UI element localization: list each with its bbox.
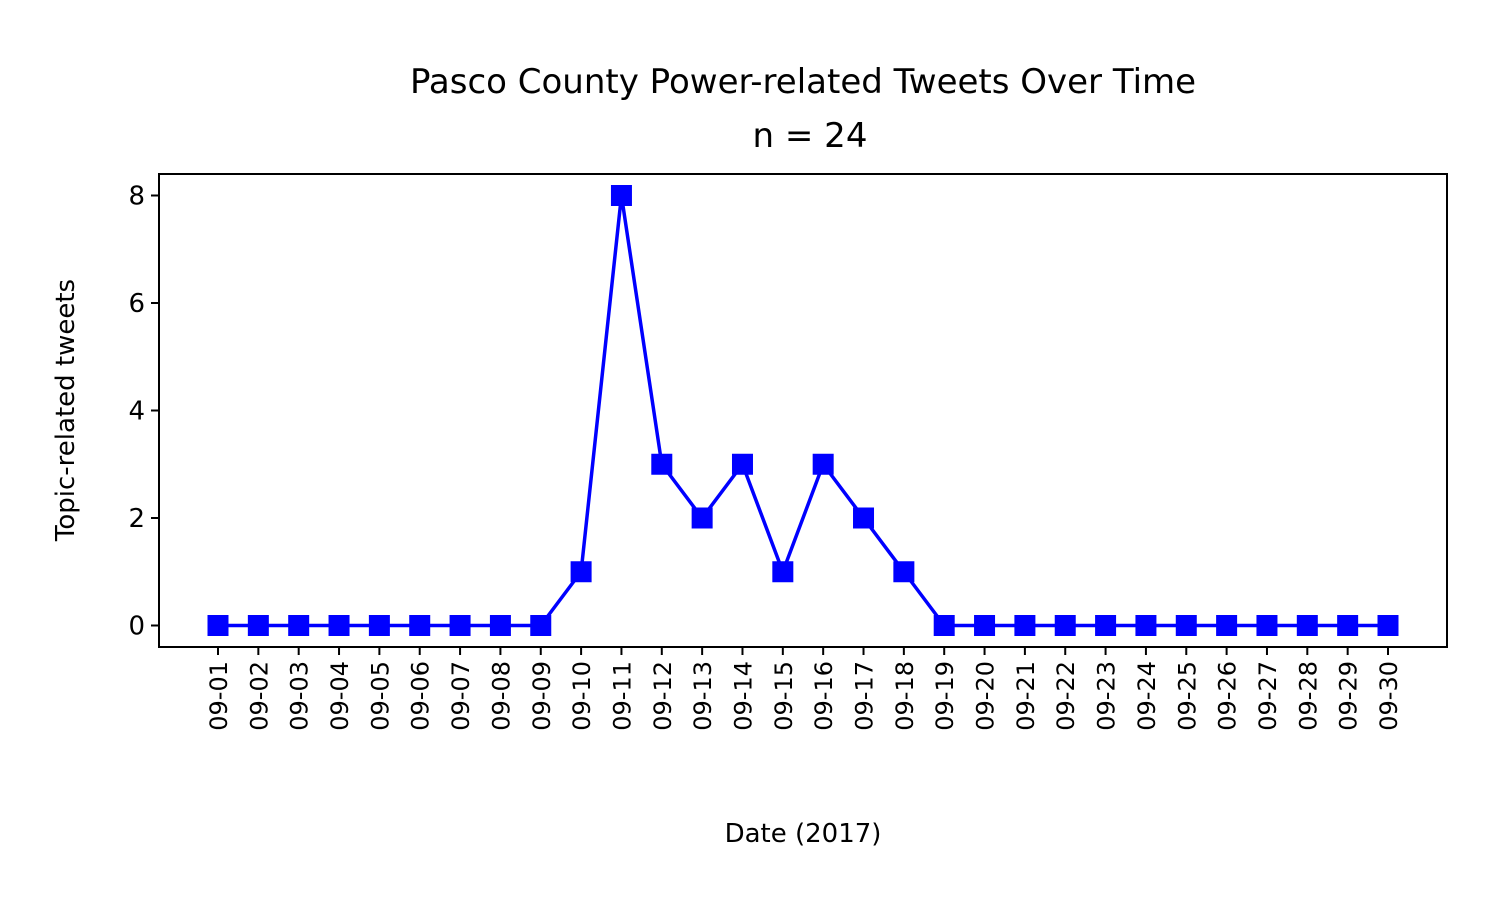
- x-tick-label-3: 09-04: [326, 661, 354, 731]
- data-point-09-08: [489, 615, 511, 636]
- series-line: [218, 193, 1388, 628]
- y-tick-label-3: 6: [128, 289, 145, 319]
- data-point-09-18: [893, 561, 915, 583]
- x-tick-label-25: 09-26: [1214, 661, 1242, 731]
- x-tick-label-29: 09-30: [1375, 661, 1403, 731]
- x-tick-label-0: 09-01: [205, 661, 233, 731]
- x-tick-label-15: 09-16: [810, 661, 838, 731]
- x-tick-label-18: 09-19: [931, 661, 959, 731]
- data-point-09-03: [288, 615, 310, 636]
- x-tick-label-7: 09-08: [487, 661, 515, 731]
- data-point-09-22: [1054, 615, 1076, 636]
- x-tick-label-16: 09-17: [851, 661, 879, 731]
- data-point-09-25: [1175, 615, 1197, 636]
- y-axis-label: Topic-related tweets: [51, 279, 81, 542]
- data-point-09-10: [570, 561, 592, 583]
- data-point-09-12: [651, 453, 673, 475]
- data-point-09-05: [368, 615, 390, 636]
- x-tick-label-1: 09-02: [245, 661, 273, 731]
- x-tick-label-2: 09-03: [286, 661, 314, 731]
- plot-frame: [158, 173, 1448, 648]
- x-tick-label-8: 09-09: [528, 661, 556, 731]
- data-point-09-13: [691, 507, 713, 529]
- x-axis-label: Date (2017): [725, 819, 882, 849]
- x-tick-label-23: 09-24: [1133, 661, 1161, 731]
- y-tick-label-1: 2: [128, 504, 145, 534]
- x-tick-label-19: 09-20: [972, 661, 1000, 731]
- data-point-09-17: [853, 507, 875, 529]
- x-tick-label-24: 09-25: [1173, 661, 1201, 731]
- data-point-09-21: [1014, 615, 1036, 636]
- x-tick-label-10: 09-11: [608, 661, 636, 731]
- data-point-09-30: [1377, 615, 1399, 636]
- data-point-09-09: [530, 615, 552, 636]
- data-point-09-28: [1296, 615, 1318, 636]
- x-tick-label-26: 09-27: [1254, 661, 1282, 731]
- x-tick-label-14: 09-15: [770, 661, 798, 731]
- x-tick-label-4: 09-05: [366, 661, 394, 731]
- data-point-09-29: [1337, 615, 1359, 636]
- data-point-09-24: [1135, 615, 1157, 636]
- x-tick-label-13: 09-14: [729, 661, 757, 731]
- x-tick-label-11: 09-12: [649, 661, 677, 731]
- data-point-09-19: [933, 615, 955, 636]
- x-tick-label-9: 09-10: [568, 661, 596, 731]
- plot-area: 0 2 4 6 8 09-01 09-02 09-03 09-04 09-05 09-06 09-07…: [128, 173, 1448, 731]
- x-tick-label-28: 09-29: [1335, 661, 1363, 731]
- x-tick-label-17: 09-18: [891, 661, 919, 731]
- x-tick-label-12: 09-13: [689, 661, 717, 731]
- data-point-09-04: [328, 615, 350, 636]
- y-tick-label-4: 8: [128, 182, 145, 212]
- y-tick-label-2: 4: [128, 397, 145, 427]
- x-tick-label-27: 09-28: [1294, 661, 1322, 731]
- data-point-09-16: [812, 453, 834, 475]
- x-tick-label-21: 09-22: [1052, 661, 1080, 731]
- x-tick-label-5: 09-06: [407, 661, 435, 731]
- data-point-09-23: [1095, 615, 1117, 636]
- chart-title: Pasco County Power-related Tweets Over T…: [410, 62, 1196, 102]
- x-tick-label-22: 09-23: [1093, 661, 1121, 731]
- data-point-09-27: [1256, 615, 1278, 636]
- data-point-09-26: [1216, 615, 1238, 636]
- data-point-09-20: [974, 615, 996, 636]
- data-point-09-02: [247, 615, 269, 636]
- x-tick-label-6: 09-07: [447, 661, 475, 731]
- data-point-09-07: [449, 615, 471, 636]
- y-tick-label-0: 0: [128, 612, 145, 642]
- x-tick-label-20: 09-21: [1012, 661, 1040, 731]
- chart-subtitle: n = 24: [753, 116, 868, 156]
- data-point-09-11: [610, 185, 632, 206]
- data-point-09-06: [409, 615, 431, 636]
- data-point-09-14: [731, 453, 753, 475]
- data-point-09-01: [207, 615, 229, 636]
- data-point-09-15: [772, 561, 794, 583]
